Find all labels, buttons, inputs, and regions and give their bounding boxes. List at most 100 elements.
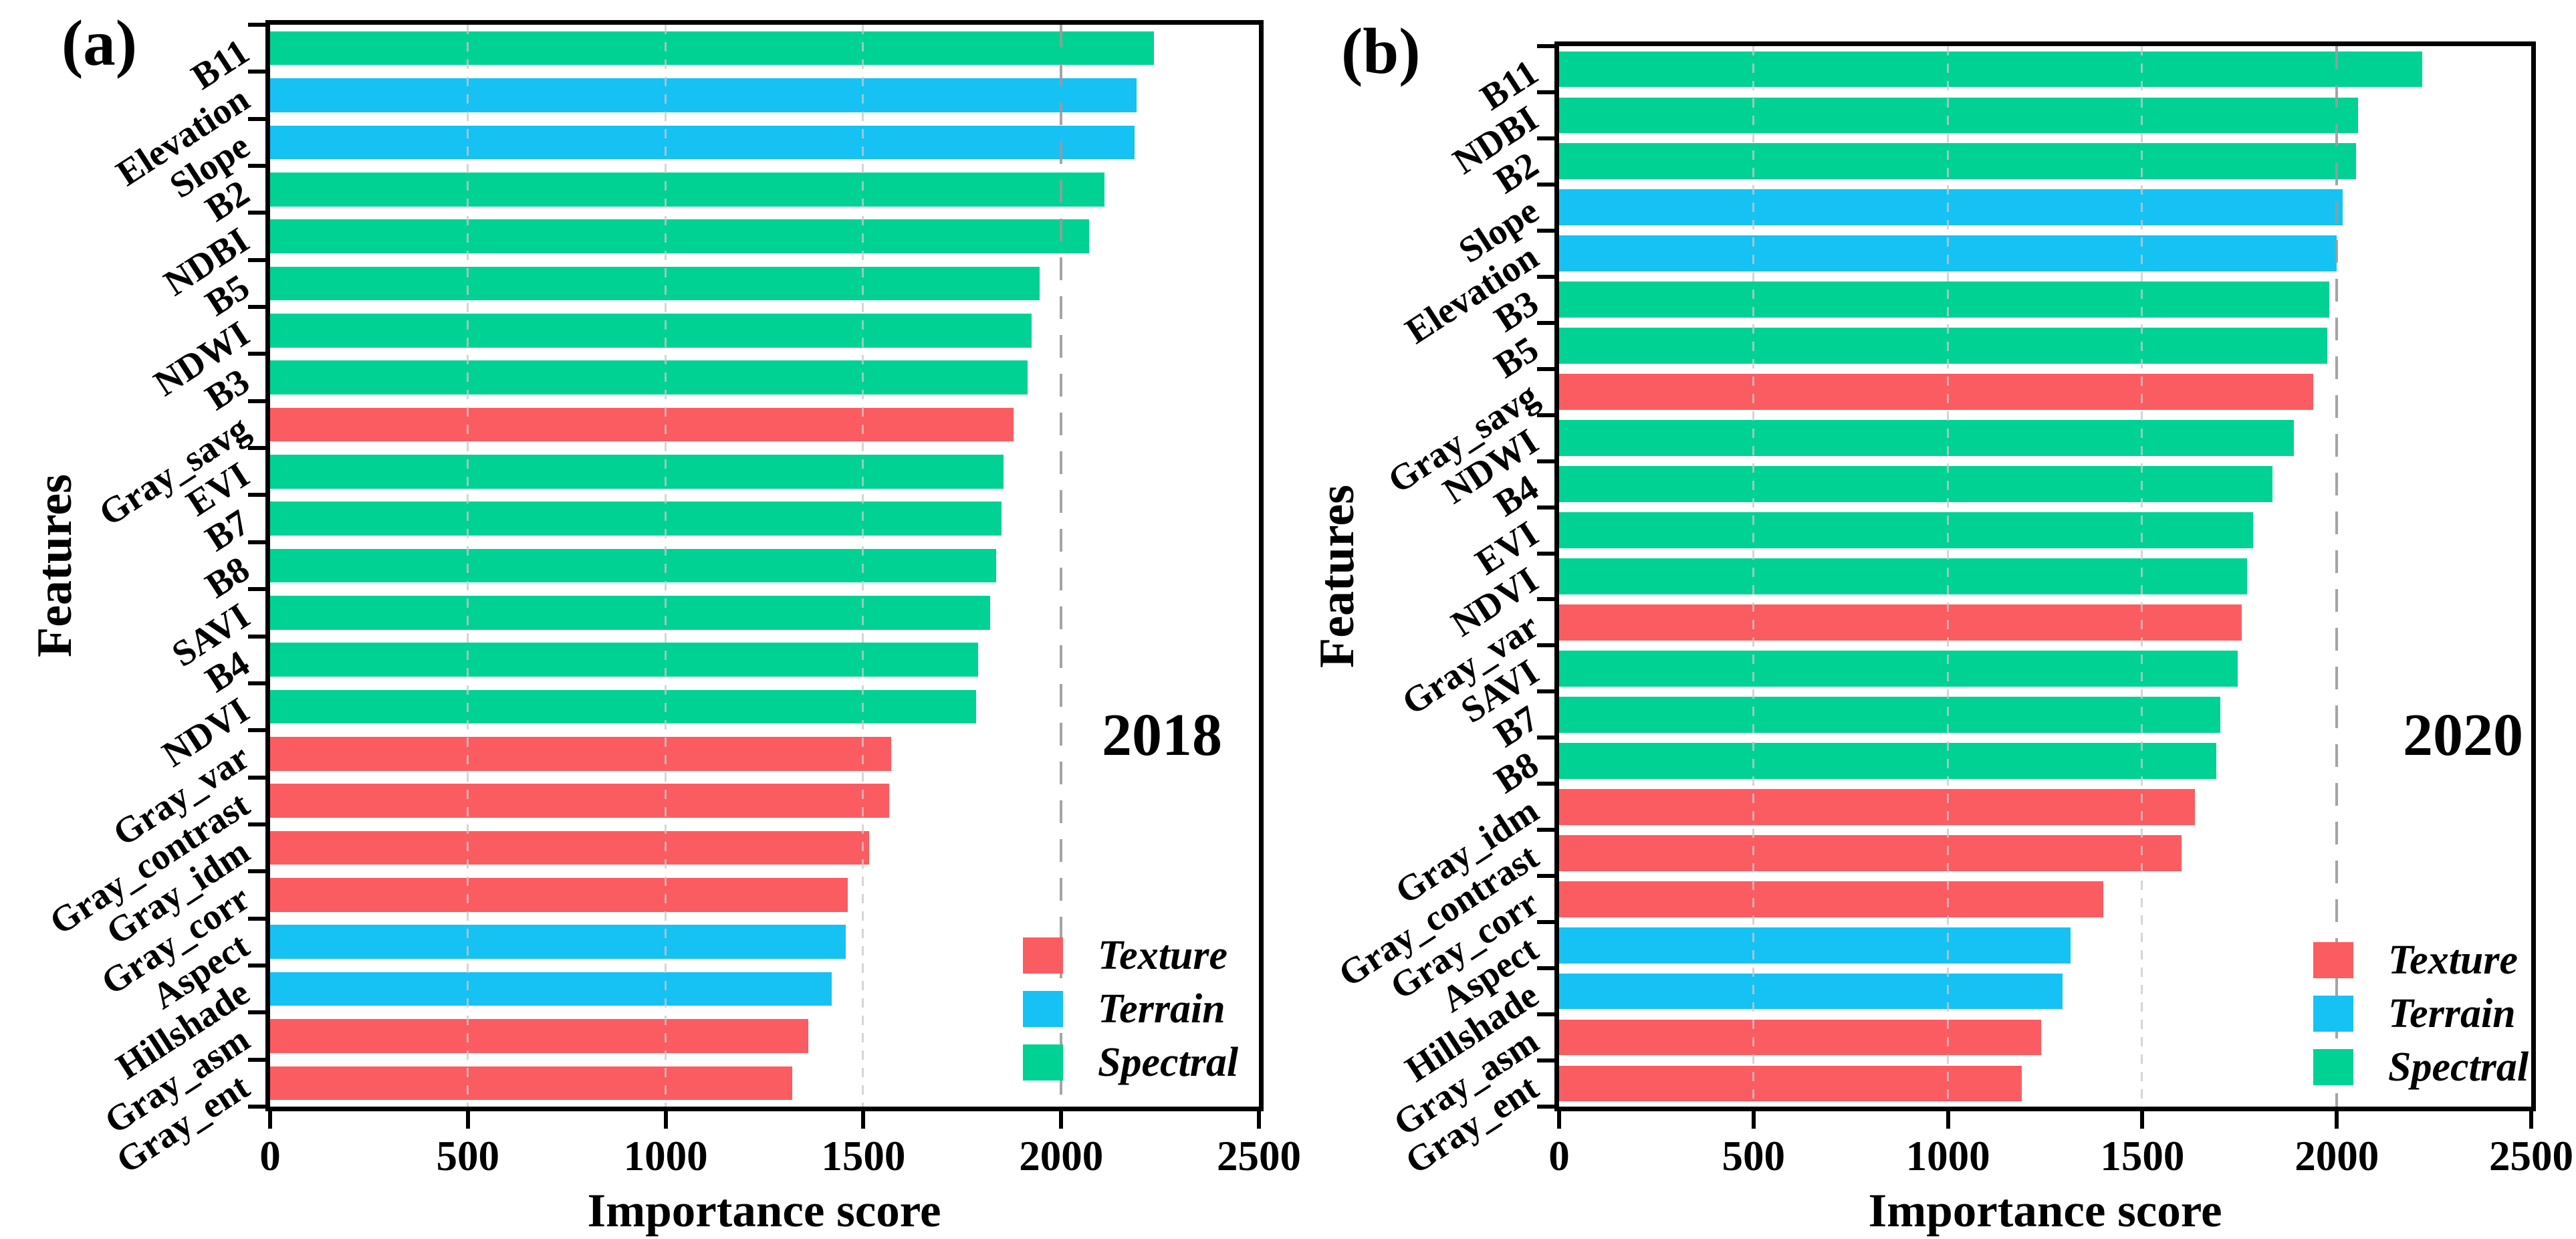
panel-b-plot-area: 2020 Texture Terrain Spectral bbox=[1554, 41, 2536, 1111]
bar-NDWI bbox=[270, 313, 1032, 348]
bar-B7 bbox=[270, 501, 1002, 536]
y-axis-tick bbox=[1537, 874, 1554, 879]
legend-label-texture: Texture bbox=[2388, 937, 2519, 983]
bar-B11 bbox=[1559, 51, 2423, 88]
y-axis-tick bbox=[248, 775, 265, 780]
gridline-1000 bbox=[1946, 46, 1949, 1107]
bar-B5 bbox=[1559, 328, 2327, 364]
legend-label-terrain: Terrain bbox=[2388, 991, 2516, 1036]
panel-b-label: (b) bbox=[1341, 15, 1421, 87]
y-axis-tick bbox=[248, 634, 265, 639]
bar-Aspect bbox=[270, 925, 846, 960]
gridline-1000 bbox=[664, 25, 667, 1107]
texture-swatch bbox=[2313, 942, 2353, 978]
bar-Gray_savg bbox=[270, 407, 1014, 442]
y-axis-tick bbox=[248, 963, 265, 968]
x-axis-tick bbox=[268, 1111, 272, 1129]
y-axis-tick bbox=[248, 211, 265, 215]
bar-B3 bbox=[270, 360, 1028, 395]
bar-B2 bbox=[1559, 143, 2357, 180]
x-axis-tick bbox=[1946, 1111, 1950, 1129]
y-axis-tick bbox=[248, 305, 265, 310]
y-axis-tick bbox=[248, 1010, 265, 1015]
bar-Gray_asm bbox=[270, 1019, 808, 1053]
y-axis-tick bbox=[1537, 689, 1554, 694]
texture-swatch bbox=[1023, 937, 1063, 974]
y-axis-tick bbox=[1537, 274, 1554, 279]
panel-a-y-axis-title: Features bbox=[27, 474, 82, 657]
y-axis-tick bbox=[248, 446, 265, 451]
bar-Gray_savg bbox=[1559, 374, 2314, 411]
y-label-B8: B8 bbox=[198, 548, 257, 606]
y-label-B8: B8 bbox=[1487, 743, 1546, 801]
y-axis-tick bbox=[1537, 782, 1554, 786]
y-axis-tick bbox=[1537, 320, 1554, 325]
bar-Gray_asm bbox=[1559, 1019, 2042, 1056]
y-axis-tick bbox=[248, 681, 265, 685]
y-axis-tick bbox=[1537, 551, 1554, 556]
y-axis-tick bbox=[1537, 966, 1554, 971]
y-axis-tick bbox=[1537, 920, 1554, 925]
bar-Slope bbox=[270, 125, 1135, 160]
y-axis-tick bbox=[1537, 90, 1554, 94]
gridline-500 bbox=[466, 25, 469, 1107]
x-tick-label-1500: 1500 bbox=[821, 1133, 906, 1179]
bar-SAVI bbox=[270, 596, 990, 630]
bar-SAVI bbox=[1559, 651, 2238, 687]
y-axis-tick bbox=[248, 493, 265, 497]
x-axis-tick bbox=[465, 1111, 470, 1129]
x-axis-tick bbox=[1557, 1111, 1561, 1129]
legend-label-terrain: Terrain bbox=[1098, 986, 1225, 1032]
y-axis-tick bbox=[1537, 136, 1554, 140]
legend-label-spectral: Spectral bbox=[2388, 1044, 2529, 1090]
x-tick-label-500: 500 bbox=[436, 1133, 500, 1179]
x-tick-label-1000: 1000 bbox=[623, 1133, 708, 1179]
y-axis-tick bbox=[1537, 643, 1554, 648]
y-axis-tick bbox=[248, 257, 265, 262]
x-tick-label-2500: 2500 bbox=[1217, 1133, 1301, 1179]
gridline-2000 bbox=[1060, 25, 1063, 1107]
x-tick-label-0: 0 bbox=[1548, 1133, 1570, 1179]
y-axis-tick bbox=[248, 116, 265, 121]
y-axis-tick bbox=[248, 916, 265, 921]
x-axis-tick bbox=[1257, 1111, 1261, 1129]
bar-B4 bbox=[270, 643, 978, 677]
bar-B8 bbox=[270, 548, 996, 583]
y-axis-tick bbox=[248, 70, 265, 74]
y-axis-tick bbox=[248, 352, 265, 356]
bar-Gray_corr bbox=[1559, 881, 2104, 917]
gridline-1500 bbox=[862, 25, 864, 1107]
x-tick-label-2500: 2500 bbox=[2489, 1133, 2573, 1179]
y-axis-tick bbox=[248, 822, 265, 826]
y-axis-tick bbox=[248, 399, 265, 403]
x-tick-label-1000: 1000 bbox=[1905, 1133, 1990, 1179]
bar-Gray_var bbox=[1559, 604, 2242, 641]
bar-Elevation bbox=[270, 78, 1137, 112]
panel-b-x-axis-title: Importance score bbox=[1868, 1185, 2222, 1237]
panel-a-plot-area: 2018 Texture Terrain Spectral bbox=[265, 20, 1264, 1111]
y-axis-tick bbox=[1537, 459, 1554, 463]
bar-B2 bbox=[270, 172, 1105, 207]
y-axis-tick bbox=[1537, 1058, 1554, 1063]
x-axis-tick bbox=[2335, 1111, 2339, 1129]
gridline-2000 bbox=[2335, 46, 2339, 1107]
legend-label-spectral: Spectral bbox=[1098, 1040, 1239, 1085]
bar-Aspect bbox=[1559, 927, 2071, 964]
x-tick-label-0: 0 bbox=[259, 1133, 281, 1179]
bar-NDVI bbox=[1559, 558, 2248, 594]
bar-B5 bbox=[270, 266, 1040, 301]
bar-Gray_ent bbox=[1559, 1065, 2022, 1102]
bar-NDVI bbox=[270, 689, 976, 724]
bar-Gray_contrast bbox=[270, 784, 889, 818]
y-axis-tick bbox=[248, 869, 265, 874]
terrain-swatch bbox=[2313, 996, 2353, 1032]
legend-label-texture: Texture bbox=[1098, 933, 1228, 978]
y-axis-tick bbox=[248, 1105, 265, 1109]
bar-Gray_contrast bbox=[1559, 834, 2182, 871]
bar-NDBI bbox=[1559, 97, 2359, 134]
bar-Gray_corr bbox=[270, 878, 848, 912]
bar-B3 bbox=[1559, 281, 2329, 318]
y-axis-tick bbox=[1537, 366, 1554, 371]
y-axis-tick bbox=[1537, 228, 1554, 233]
bar-Gray_ent bbox=[270, 1066, 792, 1101]
